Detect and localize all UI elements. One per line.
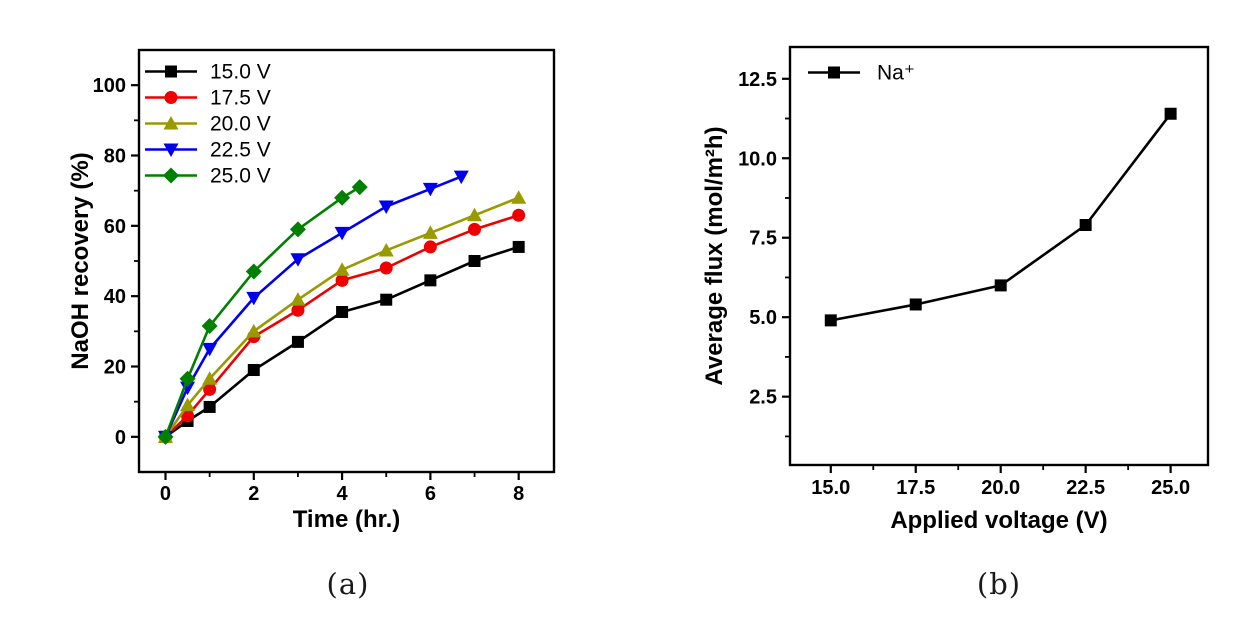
data-point-20.0V [422, 225, 438, 239]
data-point-22.5V [422, 182, 438, 197]
legend-label: 17.5 V [210, 87, 271, 110]
x-axis-title: Time (hr.) [293, 506, 401, 533]
x-tick-label: 8 [513, 483, 524, 505]
data-point-Na⁺ [909, 298, 922, 311]
data-point-17.5V [203, 382, 217, 396]
legend-marker [165, 65, 177, 78]
data-point-15.0V [203, 400, 216, 413]
legend-label: 25.0 V [210, 165, 271, 188]
y-tick-label: 2.5 [749, 387, 777, 409]
data-point-17.5V [468, 222, 482, 236]
x-tick-label: 0 [160, 483, 171, 505]
data-point-17.5V [379, 261, 393, 275]
data-point-20.0V [246, 323, 262, 338]
data-point-15.0V [247, 364, 260, 377]
data-point-15.0V [291, 335, 304, 348]
y-tick-label: 60 [104, 216, 126, 238]
data-point-Na⁺ [994, 279, 1007, 292]
legend-marker [163, 116, 179, 130]
legend-marker [828, 66, 840, 79]
data-point-25.0V [334, 189, 351, 206]
x-tick-label: 6 [425, 483, 436, 505]
data-point-20.0V [290, 292, 306, 306]
y-tick-label: 5.0 [749, 307, 777, 329]
data-point-20.0V [467, 207, 483, 222]
data-point-25.0V [245, 263, 262, 280]
data-point-25.0V [201, 318, 218, 335]
data-point-15.0V [380, 293, 393, 306]
data-point-17.5V [335, 273, 349, 287]
data-point-25.0V [179, 370, 196, 387]
data-point-20.0V [378, 242, 394, 257]
y-tick-label: 10.0 [738, 148, 777, 170]
data-point-22.5V [290, 253, 306, 267]
y-tick-label: 20 [104, 357, 126, 379]
data-point-15.0V [424, 274, 437, 287]
data-point-17.5V [291, 303, 305, 317]
x-tick-label: 20.0 [981, 477, 1020, 499]
data-point-20.0V [334, 262, 350, 276]
data-point-22.5V [202, 342, 218, 357]
legend-label: Na⁺ [877, 62, 915, 85]
x-axis-title: Applied voltage (V) [890, 507, 1107, 534]
legend-label: 22.5 V [210, 139, 271, 162]
data-point-Na⁺ [1079, 219, 1092, 232]
data-point-20.0V [511, 190, 527, 204]
y-axis-title: Average flux (mol/m²h) [701, 126, 728, 385]
data-point-17.5V [512, 208, 526, 222]
y-axis-title: NaOH recovery (%) [67, 152, 94, 369]
data-point-22.5V [378, 200, 394, 214]
x-tick-label: 4 [337, 483, 349, 505]
y-tick-label: 40 [104, 286, 126, 308]
legend-marker [163, 143, 179, 157]
data-point-20.0V [180, 397, 196, 412]
y-tick-label: 0 [115, 427, 126, 449]
y-tick-label: 100 [93, 75, 126, 97]
data-point-17.5V [423, 240, 437, 254]
data-point-15.0V [512, 240, 525, 253]
y-tick-label: 80 [104, 146, 126, 168]
legend-label: 20.0 V [210, 113, 271, 136]
x-tick-label: 17.5 [896, 477, 935, 499]
series-line-17.5V [164, 214, 520, 438]
series-line-15.0V [164, 245, 520, 438]
x-tick-label: 2 [248, 483, 259, 505]
data-point-15.0V [468, 255, 481, 267]
data-point-22.5V [246, 291, 262, 306]
data-point-Na⁺ [1164, 107, 1177, 120]
caption-b: (b) [976, 567, 1022, 601]
series-line-20.0V [164, 196, 520, 438]
data-point-20.0V [202, 371, 218, 385]
legend-label: 15.0 V [210, 61, 271, 84]
data-point-15.0V [336, 305, 349, 318]
data-point-22.5V [334, 226, 350, 241]
data-point-22.5V [453, 170, 469, 185]
data-point-25.0V [157, 428, 174, 445]
plot-frame [788, 45, 1210, 467]
y-tick-label: 7.5 [749, 228, 777, 250]
data-point-22.5V [180, 381, 196, 396]
y-tick-label: 12.5 [738, 69, 777, 91]
legend-marker [164, 91, 178, 104]
x-tick-label: 22.5 [1066, 477, 1105, 499]
x-tick-label: 15.0 [811, 477, 850, 499]
data-point-Na⁺ [824, 314, 837, 327]
data-point-25.0V [289, 221, 306, 238]
data-point-17.5V [181, 409, 195, 423]
caption-a: (a) [326, 567, 370, 601]
legend-marker [163, 167, 179, 184]
data-point-25.0V [351, 179, 368, 196]
x-tick-label: 25.0 [1151, 477, 1190, 499]
